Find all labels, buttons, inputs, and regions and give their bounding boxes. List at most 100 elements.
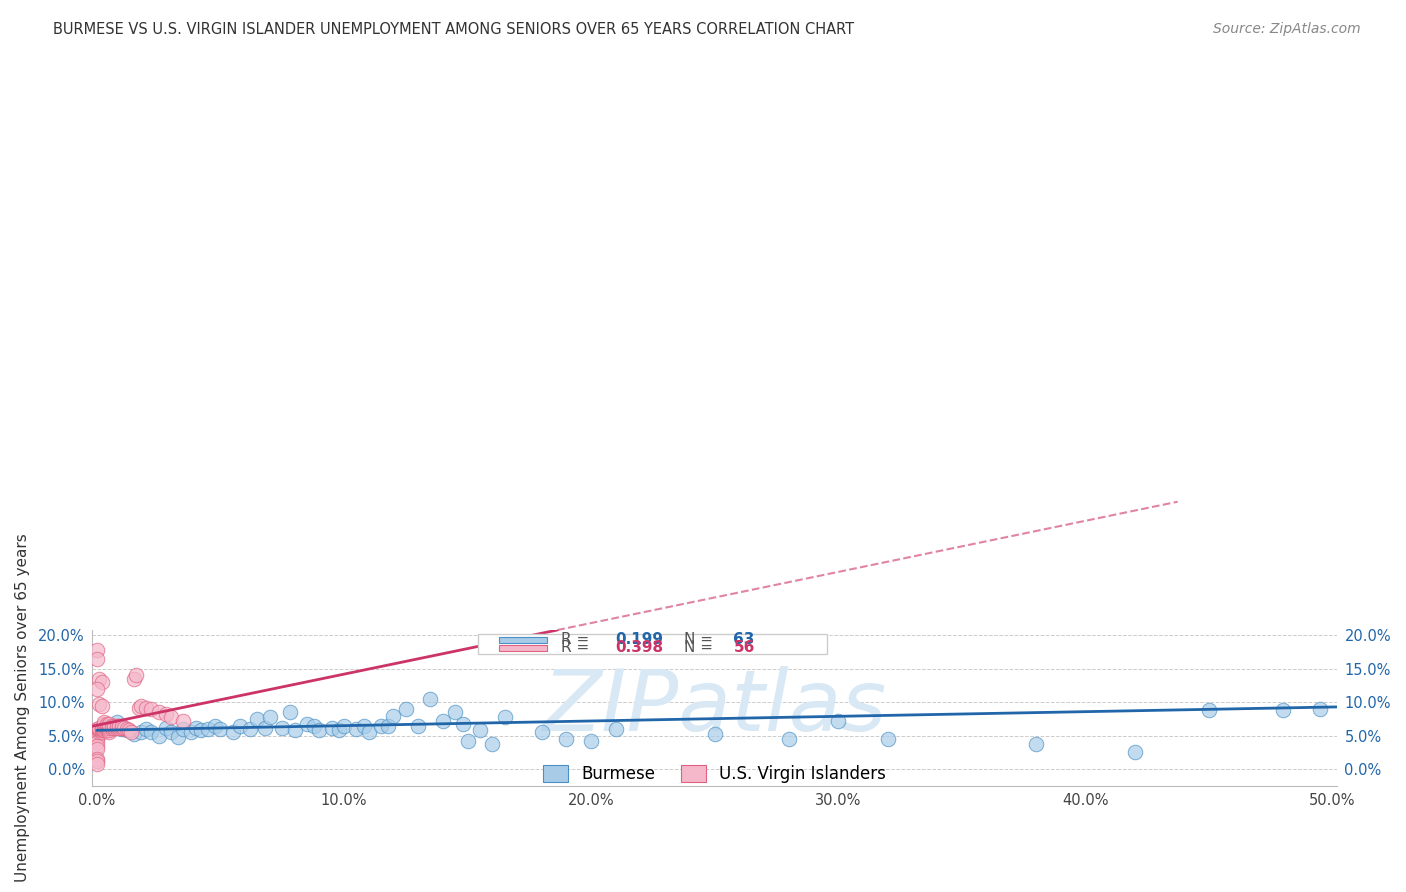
Point	[90, 725, 112, 739]
Point	[190, 723, 212, 738]
Point	[406, 718, 429, 732]
Point	[259, 710, 281, 724]
Point	[172, 714, 194, 728]
Point	[96, 716, 118, 731]
Point	[180, 725, 202, 739]
Point	[89, 672, 111, 686]
Point	[605, 722, 627, 736]
Point	[86, 722, 108, 736]
Point	[357, 725, 380, 739]
Point	[90, 675, 112, 690]
Text: N =: N =	[683, 632, 717, 647]
Point	[96, 723, 118, 738]
Point	[344, 722, 367, 736]
Text: BURMESE VS U.S. VIRGIN ISLANDER UNEMPLOYMENT AMONG SENIORS OVER 65 YEARS CORRELA: BURMESE VS U.S. VIRGIN ISLANDER UNEMPLOY…	[53, 22, 855, 37]
Point	[209, 722, 232, 736]
Point	[253, 721, 276, 735]
Point	[444, 705, 467, 719]
Point	[93, 721, 115, 735]
Point	[86, 739, 108, 753]
Point	[382, 708, 405, 723]
Point	[321, 721, 343, 735]
Point	[239, 722, 262, 736]
Point	[125, 668, 148, 682]
Point	[93, 718, 115, 732]
Point	[100, 718, 122, 732]
Point	[778, 731, 800, 746]
Point	[451, 716, 474, 731]
Point	[96, 721, 118, 735]
Point	[89, 723, 111, 738]
Point	[86, 725, 108, 739]
Point	[197, 722, 219, 736]
Point	[827, 714, 849, 728]
Point	[1272, 703, 1295, 717]
Point	[110, 718, 132, 732]
Point	[204, 718, 226, 732]
Point	[90, 698, 112, 713]
Point	[283, 723, 305, 738]
Point	[419, 692, 441, 706]
Point	[105, 718, 128, 732]
Text: R =: R =	[561, 632, 595, 647]
Point	[304, 718, 326, 732]
Point	[703, 727, 725, 741]
Point	[118, 723, 141, 738]
Point	[160, 710, 183, 724]
Point	[148, 729, 170, 743]
Point	[295, 716, 318, 731]
Point	[96, 718, 118, 732]
Point	[122, 672, 145, 686]
Point	[86, 643, 108, 657]
Text: R =: R =	[561, 640, 595, 656]
Point	[86, 652, 108, 666]
Bar	[499, 645, 547, 651]
Point	[135, 700, 157, 714]
Point	[98, 725, 121, 739]
Point	[1309, 702, 1331, 716]
Point	[103, 718, 125, 732]
Point	[141, 702, 163, 716]
Point	[494, 710, 516, 724]
Point	[122, 727, 145, 741]
Point	[112, 721, 135, 735]
Point	[395, 702, 418, 716]
Point	[98, 718, 121, 732]
Point	[1123, 745, 1146, 759]
Point	[468, 723, 491, 738]
Point	[86, 735, 108, 749]
Point	[103, 721, 125, 735]
Point	[105, 715, 128, 730]
Point	[98, 721, 121, 735]
Point	[98, 723, 121, 738]
Point	[86, 754, 108, 768]
Text: ZIPatlas: ZIPatlas	[543, 666, 887, 749]
FancyBboxPatch shape	[478, 633, 827, 654]
Point	[353, 718, 375, 732]
Point	[876, 731, 898, 746]
Point	[333, 718, 356, 732]
Point	[555, 731, 578, 746]
Point	[86, 752, 108, 766]
Point	[530, 725, 553, 739]
Point	[89, 721, 111, 735]
Text: 56: 56	[734, 640, 755, 656]
Point	[1025, 737, 1047, 751]
Text: 63: 63	[734, 632, 755, 647]
Point	[246, 712, 269, 726]
Point	[148, 705, 170, 719]
Point	[160, 725, 183, 739]
Point	[93, 716, 115, 731]
Point	[131, 725, 153, 739]
Point	[128, 700, 150, 714]
Point	[108, 718, 131, 732]
Point	[90, 723, 112, 738]
Point	[105, 721, 128, 735]
Point	[90, 721, 112, 735]
Point	[172, 722, 194, 736]
Legend: Burmese, U.S. Virgin Islanders: Burmese, U.S. Virgin Islanders	[537, 758, 893, 790]
Point	[115, 722, 138, 736]
Point	[98, 716, 121, 731]
Point	[89, 697, 111, 711]
Point	[328, 723, 350, 738]
